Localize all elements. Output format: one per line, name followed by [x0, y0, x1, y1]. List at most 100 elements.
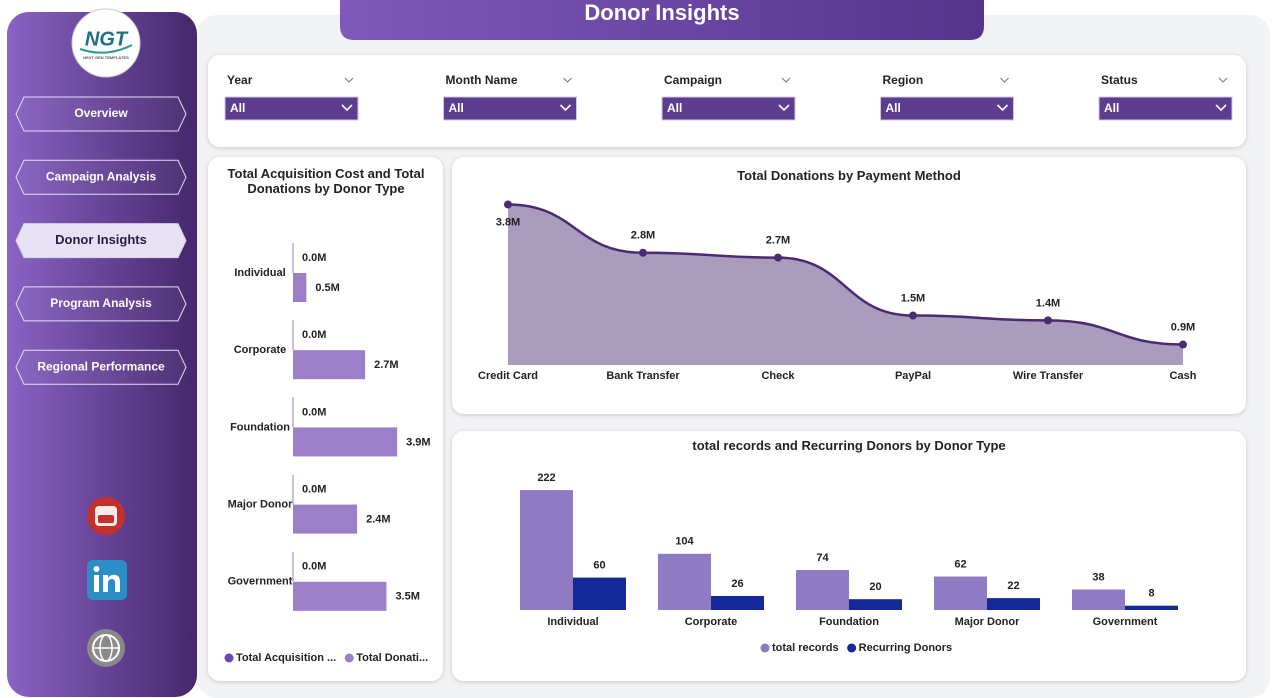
chart-title: Total Donations by Payment Method — [737, 168, 961, 183]
point — [639, 248, 647, 257]
sidebar — [7, 12, 197, 697]
x-tick-label: Government — [1093, 616, 1158, 628]
chevron — [1000, 77, 1009, 83]
data-label: 8 — [1148, 588, 1154, 600]
chart-panel — [208, 157, 443, 681]
filter-label: Month Name — [446, 73, 518, 87]
data-label: 74 — [816, 552, 829, 564]
dropdown[interactable] — [880, 96, 1014, 121]
y-tick-label: Corporate — [234, 344, 287, 356]
legend-label: total records — [772, 642, 839, 654]
nav-label[interactable]: Regional Performance — [37, 359, 165, 373]
filter-label: Region — [883, 73, 924, 87]
bar — [796, 570, 849, 610]
data-label: 2.8M — [631, 230, 655, 242]
x-tick-label: Wire Transfer — [1013, 370, 1084, 382]
data-label: 1.5M — [901, 292, 925, 304]
legend-label: Recurring Donors — [859, 642, 953, 654]
dropdown[interactable] — [1098, 96, 1233, 121]
filter-label-bg — [880, 72, 1014, 90]
point — [1179, 340, 1187, 349]
dropdown[interactable] — [661, 96, 796, 121]
page-title: Donor Insights — [584, 0, 739, 25]
nav-label[interactable]: Campaign Analysis — [46, 169, 157, 183]
y-tick-label: Government — [228, 576, 293, 588]
data-label: 1.4M — [1036, 297, 1060, 309]
chart-title: Total Acquisition Cost and Total Donatio… — [227, 166, 425, 196]
data-label: 3.8M — [496, 216, 520, 228]
x-tick-label: Major Donor — [955, 616, 1020, 628]
legend-label: Total Acquisition ... — [236, 652, 336, 664]
area — [508, 204, 1183, 365]
data-label: 0.0M — [302, 484, 326, 496]
data-label: 26 — [731, 578, 743, 590]
data-label: 0.0M — [302, 329, 326, 341]
data-label: 2.7M — [766, 234, 790, 246]
data-label: 3.9M — [406, 436, 430, 448]
line — [507, 203, 1184, 346]
nav-label[interactable]: Overview — [74, 106, 128, 120]
nav-button[interactable] — [15, 159, 187, 195]
bar — [293, 350, 366, 380]
dropdown-value[interactable]: All — [230, 101, 245, 115]
web-icon[interactable] — [87, 629, 125, 667]
data-label: 0.0M — [302, 252, 326, 264]
chevron[interactable] — [1215, 104, 1227, 112]
data-label: 3.5M — [395, 591, 419, 603]
nav-label[interactable]: Program Analysis — [50, 296, 152, 310]
nav-button[interactable] — [15, 96, 187, 132]
filter-label-bg — [662, 72, 795, 90]
dropdown-value[interactable]: All — [667, 101, 682, 115]
filter-label: Year — [227, 73, 253, 87]
chevron — [1218, 77, 1228, 83]
chevron[interactable] — [778, 104, 790, 112]
data-label: 222 — [537, 472, 555, 484]
nav-button[interactable] — [15, 286, 187, 322]
linkedin-icon[interactable] — [87, 560, 127, 600]
point — [774, 253, 782, 262]
bar — [293, 427, 398, 457]
data-label: 38 — [1092, 571, 1104, 583]
x-tick-label: Foundation — [819, 616, 879, 628]
youtube-icon[interactable] — [87, 497, 125, 535]
data-label: 104 — [675, 536, 694, 548]
dropdown-value[interactable]: All — [886, 101, 901, 115]
chevron[interactable] — [341, 104, 353, 112]
filter-label-bg — [225, 72, 358, 90]
data-label: 62 — [954, 558, 966, 570]
y-tick-label: Individual — [234, 267, 285, 279]
legend-marker — [847, 643, 857, 653]
data-label: 60 — [593, 560, 605, 572]
logo-text: NGT — [85, 28, 129, 50]
dropdown[interactable] — [443, 96, 577, 121]
dropdown-value[interactable]: All — [1104, 101, 1119, 115]
nav-label[interactable]: Donor Insights — [55, 232, 147, 247]
logo — [71, 8, 141, 78]
bar — [293, 581, 387, 611]
x-tick-label: Cash — [1170, 370, 1197, 382]
nav-button[interactable] — [15, 349, 187, 385]
x-tick-label: Credit Card — [478, 370, 538, 382]
data-label: 22 — [1007, 580, 1019, 592]
data-label: 20 — [869, 581, 881, 593]
data-label: 2.4M — [366, 514, 390, 526]
y-tick-label: Major Donor — [228, 499, 293, 511]
chevron[interactable] — [996, 104, 1009, 112]
data-label: 2.7M — [374, 359, 398, 371]
dropdown-value[interactable]: All — [449, 101, 464, 115]
logo-subtitle: NEXT GEN TEMPLATES — [83, 55, 129, 60]
bar — [849, 599, 902, 610]
filter-label-bg — [443, 72, 577, 90]
chevron — [344, 77, 354, 83]
nav-button[interactable] — [15, 223, 187, 259]
bar — [520, 490, 573, 610]
filter-label-bg — [1099, 72, 1232, 90]
x-tick-label: PayPal — [895, 370, 931, 382]
legend-label: Total Donati... — [356, 652, 428, 664]
dropdown[interactable] — [224, 96, 359, 121]
filter-label: Status — [1101, 73, 1138, 87]
data-label: 0.0M — [302, 406, 326, 418]
chevron[interactable] — [559, 104, 572, 112]
filter-label: Campaign — [664, 73, 722, 87]
bar — [987, 598, 1040, 610]
